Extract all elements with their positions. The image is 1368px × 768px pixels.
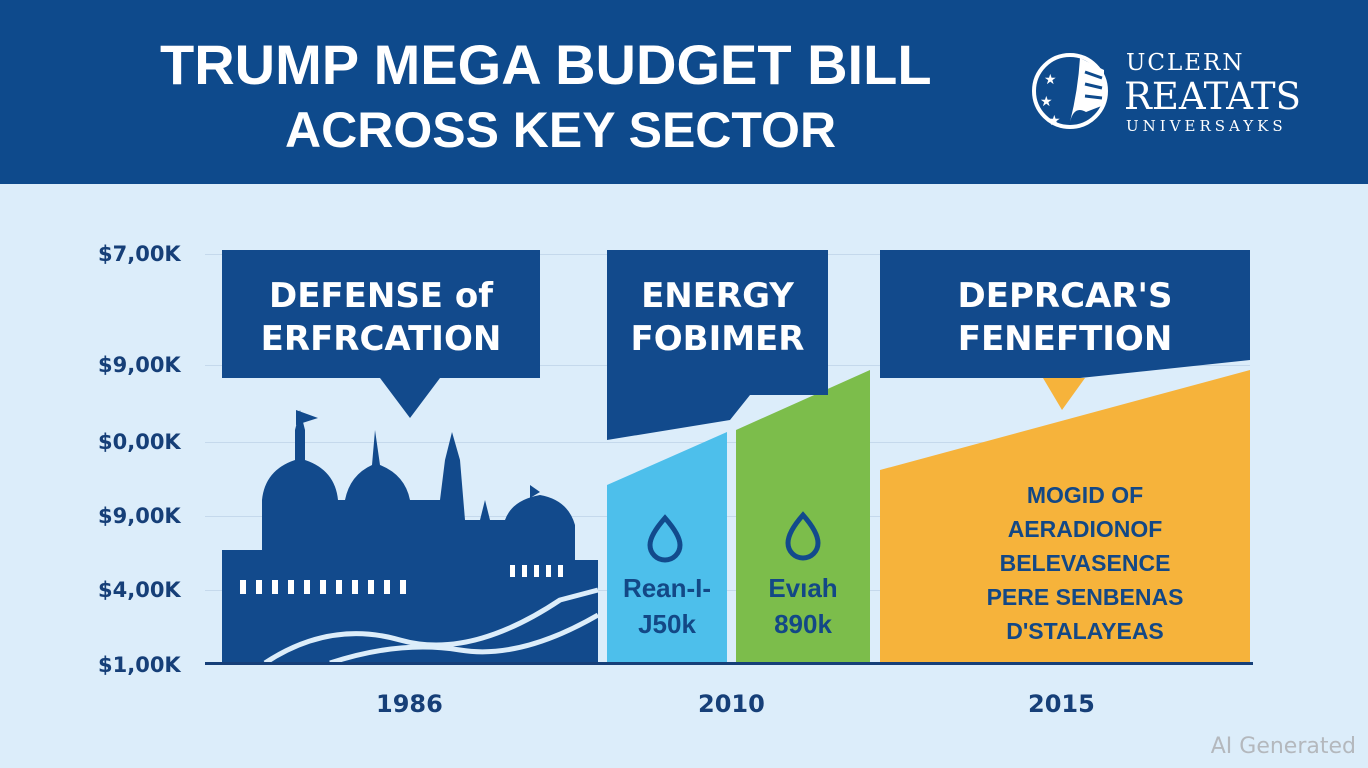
drop-icon	[647, 511, 821, 563]
callout-line: ENERGY	[641, 276, 794, 316]
svg-text:★: ★	[1048, 113, 1061, 129]
gridline	[205, 442, 1250, 443]
year-label: 2015	[1028, 690, 1095, 718]
callout-line: ERFRCATION	[260, 319, 502, 359]
globe-stars-icon: ★ ★ ★	[1032, 53, 1108, 129]
callout-box-1	[222, 250, 540, 418]
callout-line: FOBIMER	[630, 319, 805, 359]
callout-box-3	[880, 250, 1250, 378]
y-tick: $1,00K	[98, 653, 181, 677]
bar-label: Evıah	[768, 573, 838, 603]
bar-orange-text: MOGID OF AERADIONOF BELEVASENCE PERE SEN…	[940, 478, 1230, 648]
university-logo: ★ ★ ★ UCLERN REATATS UNIVERSAYKS	[1030, 50, 1330, 135]
header-banner: TRUMP MEGA BUDGET BILL ACROSS KEY SECTOR…	[0, 0, 1368, 184]
building-windows	[240, 565, 563, 594]
callout-line: DEFENSE of	[268, 276, 494, 316]
bar-rean	[607, 432, 727, 663]
y-tick: $9,00K	[98, 504, 181, 528]
logo-line-3: UNIVERSAYKS	[1126, 117, 1287, 135]
callout-energy: ENERGY FOBIMER	[607, 275, 828, 361]
bar-rean-label: Rean-I- J50k	[607, 570, 727, 642]
callout-line: DEPRCAR'S	[957, 276, 1173, 316]
y-tick: $9,00K	[98, 353, 181, 377]
capitol-skyline-icon	[222, 410, 598, 663]
svg-text:★: ★	[1044, 72, 1057, 88]
callout-defense: DEFENSE of ERFRCATION	[222, 275, 540, 361]
bar-text-line: D'STALAYEAS	[1006, 618, 1164, 644]
bar-text-line: PERE SENBENAS	[986, 584, 1184, 610]
logo-line-2: REATATS	[1124, 75, 1301, 118]
x-axis-line	[205, 662, 1253, 665]
callout-3-pointer	[1043, 378, 1085, 410]
gridline	[205, 516, 1250, 517]
gridline	[205, 590, 1250, 591]
year-label: 1986	[376, 690, 443, 718]
year-label: 2010	[698, 690, 765, 718]
y-tick: $4,00K	[98, 578, 181, 602]
bar-eviah-label: Evıah 890k	[736, 570, 870, 642]
y-tick: $7,00K	[98, 242, 181, 266]
bar-text-line: AERADIONOF	[1007, 516, 1163, 542]
title-line-1: TRUMP MEGA BUDGET BILL	[160, 33, 932, 96]
callout-line: FENEFTION	[957, 319, 1173, 359]
title-line-2: ACROSS KEY SECTOR	[285, 102, 837, 158]
bar-text-line: BELEVASENCE	[999, 550, 1171, 576]
bar-orange	[880, 370, 1250, 663]
bar-label: Rean-I-	[622, 573, 712, 603]
logo-line-1: UCLERN	[1126, 50, 1245, 76]
wave-lines	[263, 587, 600, 666]
callout-box-2	[607, 250, 828, 440]
bar-value: 890k	[774, 609, 832, 639]
ai-generated-watermark: AI Generated	[1210, 734, 1356, 759]
svg-text:★: ★	[1040, 94, 1053, 110]
bar-value: J50k	[638, 609, 696, 639]
bar-text-line: MOGID OF	[1026, 482, 1144, 508]
callout-deprcar: DEPRCAR'S FENEFTION	[880, 275, 1250, 361]
y-tick: $0,00K	[98, 430, 181, 454]
